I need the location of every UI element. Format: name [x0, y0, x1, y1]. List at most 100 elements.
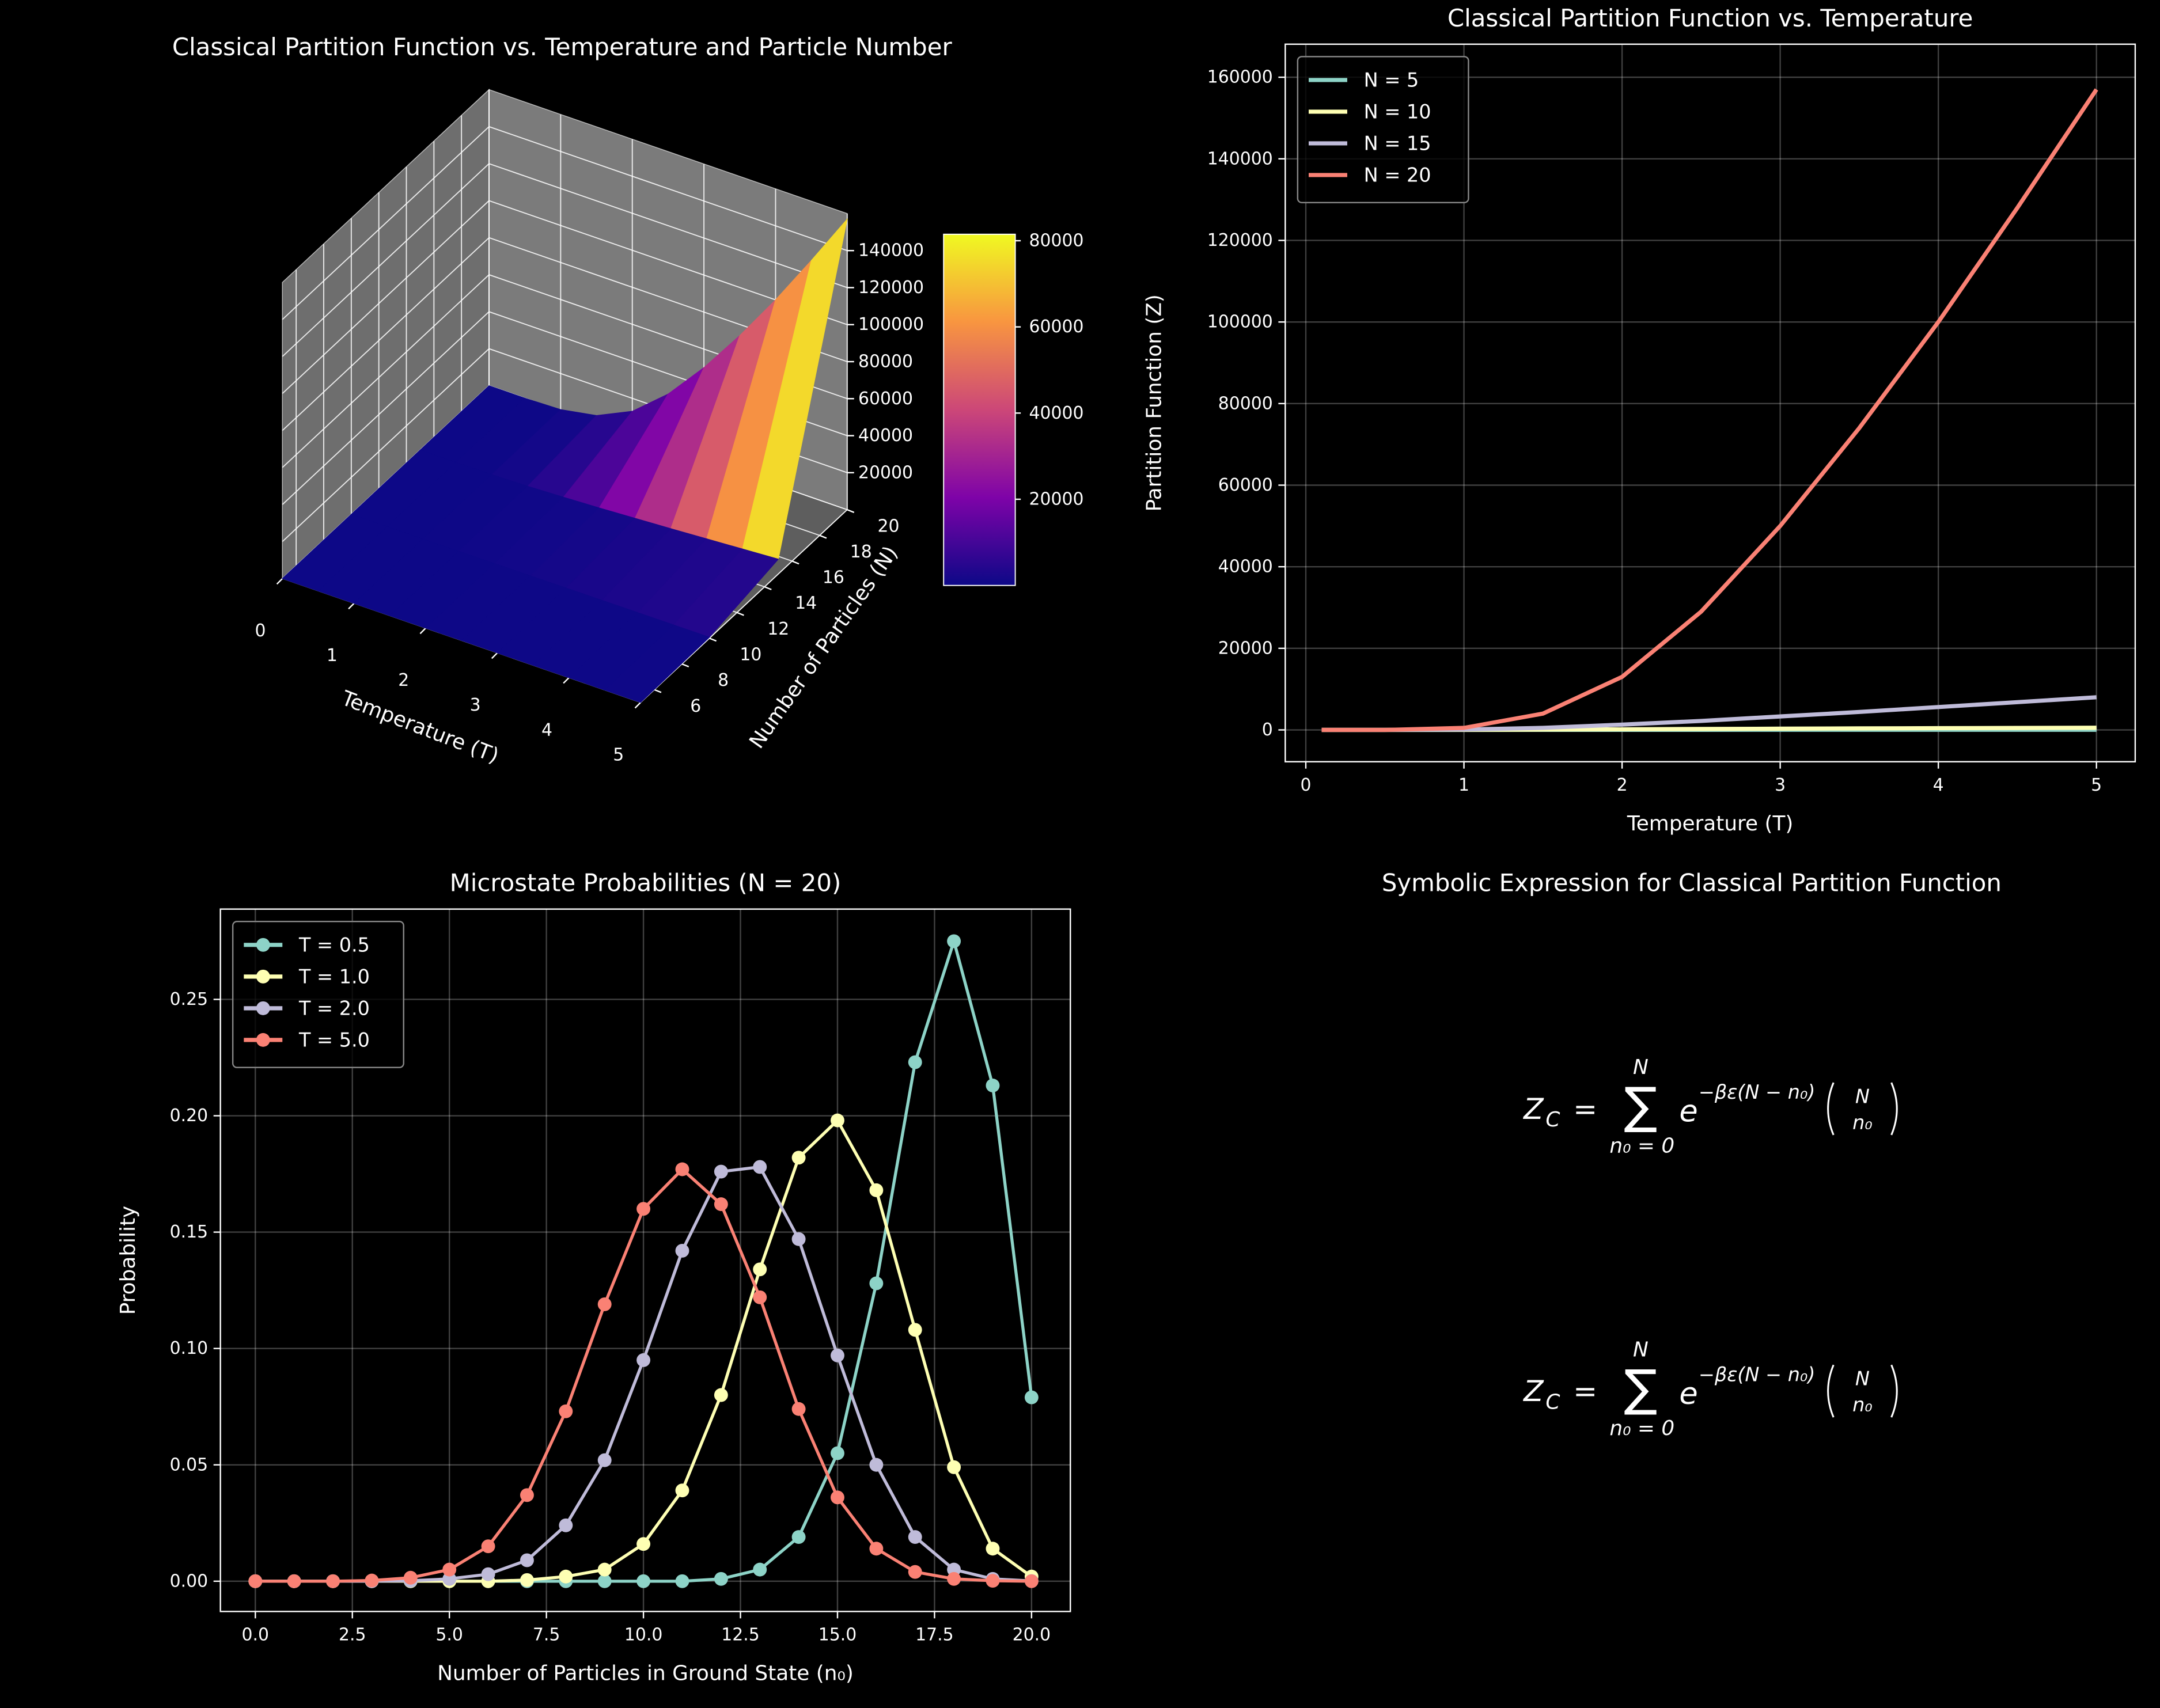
data-point: [831, 1348, 844, 1362]
y-tick-label: 0.10: [170, 1338, 209, 1358]
data-point: [908, 1565, 922, 1579]
data-point: [791, 1402, 806, 1416]
grid-line: [282, 348, 490, 542]
x-tick-label: 12.5: [721, 1625, 760, 1645]
z-tick-label: 80000: [858, 352, 913, 372]
y-tick-label: 18: [850, 542, 872, 562]
data-point: [248, 1574, 263, 1588]
grid-line: [282, 237, 490, 431]
formula-lhs: Z: [1522, 1092, 1544, 1126]
legend-label: T = 5.0: [298, 1028, 370, 1051]
formula-equals: =: [1573, 1092, 1597, 1126]
x-tick: [634, 702, 641, 709]
y-axis-label: Partition Function (Z): [1143, 294, 1166, 511]
y-tick-label: 0.20: [170, 1106, 209, 1126]
data-point: [365, 1573, 379, 1588]
y-tick-label: 140000: [1207, 149, 1273, 169]
chart-title: Classical Partition Function vs. Tempera…: [172, 33, 953, 61]
z-tick-label: 140000: [858, 241, 924, 261]
data-point: [403, 1570, 418, 1585]
data-point: [597, 1562, 612, 1577]
y-tick: [791, 560, 799, 565]
grid-line: [282, 163, 490, 357]
data-point: [908, 1530, 922, 1544]
legend-box: [232, 920, 404, 1068]
legend-marker: [256, 969, 270, 984]
legend-label: T = 1.0: [298, 965, 370, 988]
y-tick-label: 80000: [1218, 393, 1273, 413]
data-point: [986, 1079, 1000, 1092]
x-tick-label: 4: [1933, 775, 1944, 795]
formula-lhs: Z: [1522, 1374, 1544, 1408]
formula-exponent: −βε(N − n₀): [1699, 1364, 1816, 1386]
formula-binom-bottom: n₀: [1852, 1111, 1873, 1134]
y-tick: [709, 637, 717, 642]
formula-lower: n₀ = 0: [1609, 1417, 1674, 1440]
formula-binom-bottom: n₀: [1852, 1394, 1873, 1416]
colorbar-tick-label: 60000: [1029, 317, 1084, 337]
y-tick: [654, 689, 662, 693]
y-tick-label: 20000: [1218, 638, 1273, 658]
x-tick-label: 20.0: [1013, 1625, 1051, 1645]
y-tick-label: 60000: [1218, 475, 1273, 495]
z-tick-label: 120000: [858, 278, 924, 298]
data-point: [675, 1243, 689, 1258]
data-point: [636, 1574, 651, 1588]
y-tick: [681, 663, 689, 667]
data-point: [869, 1458, 884, 1472]
data-point: [947, 1572, 961, 1586]
y-tick-label: 120000: [1207, 230, 1273, 250]
x-tick-label: 0: [255, 621, 266, 641]
formula-exponent: −βε(N − n₀): [1699, 1081, 1816, 1103]
colorbar-tick-label: 20000: [1029, 489, 1084, 509]
data-point: [481, 1539, 495, 1554]
data-point: [1024, 1574, 1039, 1588]
paren: [1890, 1082, 1898, 1136]
y-tick: [819, 534, 827, 539]
x-tick-label: 1: [1458, 775, 1469, 795]
formula-equals: =: [1573, 1374, 1597, 1408]
data-point: [675, 1574, 689, 1588]
data-point: [714, 1572, 728, 1586]
data-point: [986, 1574, 1000, 1588]
data-point: [753, 1262, 767, 1277]
z-tick-label: 100000: [858, 314, 924, 335]
y-tick-label: 160000: [1207, 67, 1273, 88]
data-point: [869, 1183, 884, 1197]
x-tick-label: 5: [613, 745, 624, 765]
y-tick-label: 40000: [1218, 557, 1273, 577]
data-point: [520, 1488, 534, 1502]
x-tick-label: 4: [541, 720, 552, 740]
x-tick-label: 5.0: [435, 1625, 463, 1645]
formula-subscript: C: [1545, 1390, 1560, 1414]
y-tick-label: 10: [740, 645, 761, 665]
y-tick-label: 0.15: [170, 1222, 209, 1242]
x-tick: [348, 602, 355, 610]
data-point: [442, 1562, 457, 1577]
data-point: [559, 1569, 573, 1584]
x-tick-label: 2: [1617, 775, 1628, 795]
data-point: [520, 1573, 534, 1587]
legend-label: N = 10: [1364, 100, 1431, 123]
data-point: [791, 1232, 806, 1246]
paren: [1890, 1364, 1898, 1418]
y-tick: [764, 586, 772, 590]
x-tick-label: 7.5: [533, 1625, 560, 1645]
series-line: [1321, 88, 2098, 732]
data-point: [753, 1290, 767, 1304]
x-axis-label: Number of Particles in Ground State (n₀): [437, 1661, 854, 1685]
chart-title: Microstate Probabilities (N = 20): [450, 869, 842, 897]
paren: [1827, 1082, 1835, 1136]
surface-patch: [604, 624, 710, 703]
data-point: [1024, 1390, 1039, 1405]
legend-marker: [256, 937, 270, 952]
colorbar-tick-label: 40000: [1029, 403, 1084, 423]
legend-marker: [256, 1001, 270, 1015]
x-tick-label: 10.0: [624, 1625, 663, 1645]
x-tick-label: 2: [398, 670, 409, 690]
x-tick-label: 0: [1301, 775, 1312, 795]
x-tick: [419, 627, 426, 635]
legend-label: T = 2.0: [298, 997, 370, 1019]
data-point: [481, 1567, 495, 1581]
